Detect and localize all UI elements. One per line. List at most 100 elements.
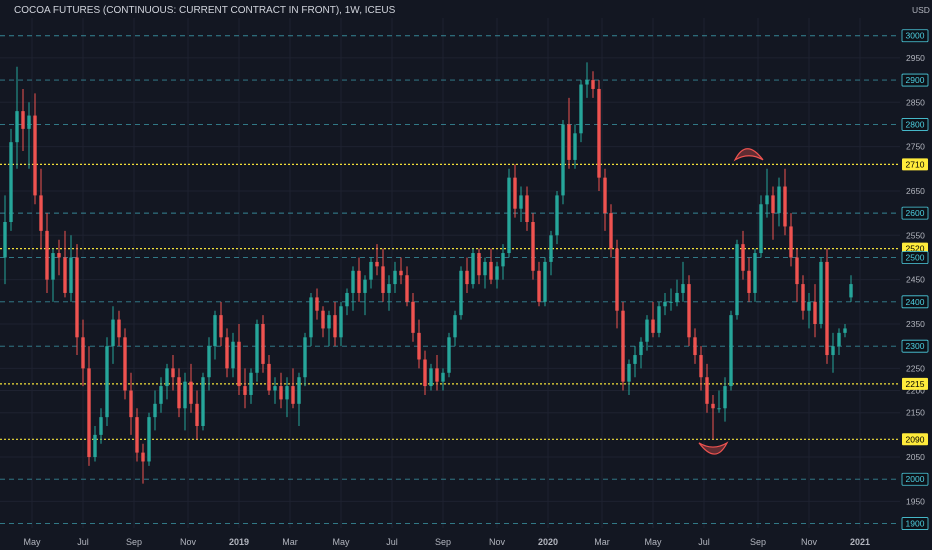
level-badge-2900[interactable]: 2900 <box>901 73 929 87</box>
candle[interactable] <box>285 377 289 418</box>
candle[interactable] <box>9 128 13 231</box>
candle[interactable] <box>339 301 343 347</box>
candle[interactable] <box>435 355 439 391</box>
level-badge-2600[interactable]: 2600 <box>901 206 929 220</box>
annotation-arc-top[interactable] <box>733 148 764 162</box>
candle[interactable] <box>219 301 223 347</box>
candle[interactable] <box>681 261 685 302</box>
candle[interactable] <box>669 288 673 311</box>
candle[interactable] <box>111 306 115 364</box>
candle[interactable] <box>765 168 769 218</box>
candle[interactable] <box>795 248 799 302</box>
candle[interactable] <box>411 292 415 342</box>
candle[interactable] <box>207 337 211 391</box>
candle[interactable] <box>597 80 601 191</box>
candle[interactable] <box>69 235 73 302</box>
candle[interactable] <box>363 275 367 316</box>
candle[interactable] <box>333 301 337 347</box>
candle[interactable] <box>429 363 433 391</box>
candle[interactable] <box>21 88 25 152</box>
candle[interactable] <box>63 230 67 298</box>
candle[interactable] <box>273 377 277 404</box>
candle[interactable] <box>261 315 265 373</box>
candle[interactable] <box>759 195 763 258</box>
candle[interactable] <box>297 372 301 426</box>
candle[interactable] <box>489 248 493 285</box>
candle[interactable] <box>303 332 307 387</box>
candle[interactable] <box>465 257 469 293</box>
candle[interactable] <box>255 319 259 382</box>
candle[interactable] <box>519 186 523 222</box>
candle[interactable] <box>585 62 589 98</box>
candle[interactable] <box>813 284 817 338</box>
candle[interactable] <box>87 346 91 466</box>
candle[interactable] <box>447 332 451 378</box>
candle[interactable] <box>225 328 229 378</box>
candle[interactable] <box>549 230 553 276</box>
candle[interactable] <box>267 355 271 395</box>
candle[interactable] <box>399 257 403 285</box>
annotation-arc-bottom[interactable] <box>698 441 729 455</box>
candle[interactable] <box>201 372 205 431</box>
candle[interactable] <box>627 359 631 395</box>
candle[interactable] <box>723 377 727 422</box>
candle[interactable] <box>567 97 571 169</box>
candle[interactable] <box>657 301 661 338</box>
candle[interactable] <box>189 363 193 413</box>
candle[interactable] <box>717 390 721 413</box>
candle[interactable] <box>291 368 295 409</box>
candle[interactable] <box>801 275 805 320</box>
candle[interactable] <box>153 390 157 431</box>
candle[interactable] <box>837 328 841 356</box>
candle[interactable] <box>789 213 793 267</box>
candle[interactable] <box>501 244 505 280</box>
candle[interactable] <box>195 390 199 440</box>
candle[interactable] <box>705 363 709 413</box>
candle[interactable] <box>843 324 847 338</box>
candle[interactable] <box>741 230 745 280</box>
candle[interactable] <box>375 244 379 276</box>
candle[interactable] <box>591 71 595 98</box>
candle[interactable] <box>381 248 385 302</box>
candle[interactable] <box>531 213 535 280</box>
candle[interactable] <box>849 275 853 302</box>
candle[interactable] <box>33 93 37 205</box>
candle[interactable] <box>117 310 121 347</box>
candle[interactable] <box>357 257 361 302</box>
candle[interactable] <box>327 310 331 347</box>
candle[interactable] <box>699 346 703 391</box>
candle[interactable] <box>45 213 49 293</box>
level-badge-2000[interactable]: 2000 <box>901 472 929 486</box>
candle[interactable] <box>633 346 637 378</box>
y-axis[interactable]: 1950 2050 2150 2200 2250 2350 2450 2550 2650 2750… <box>901 29 929 530</box>
candle[interactable] <box>243 368 247 409</box>
candle[interactable] <box>459 266 463 320</box>
candle[interactable] <box>753 248 757 302</box>
candle[interactable] <box>639 337 643 369</box>
candle[interactable] <box>351 266 355 311</box>
candle[interactable] <box>159 377 163 413</box>
candle[interactable] <box>387 275 391 311</box>
candle[interactable] <box>135 408 139 462</box>
candle[interactable] <box>543 257 547 307</box>
candle[interactable] <box>783 168 787 236</box>
candle[interactable] <box>105 337 109 426</box>
candle[interactable] <box>525 186 529 231</box>
candle[interactable] <box>57 239 61 276</box>
candle[interactable] <box>675 279 679 307</box>
candle[interactable] <box>615 239 619 329</box>
candle[interactable] <box>171 355 175 391</box>
level-badge-2500[interactable]: 2500 <box>901 251 929 264</box>
candle[interactable] <box>453 310 457 347</box>
level-badge-2215[interactable]: 2215 <box>902 377 928 390</box>
candle[interactable] <box>729 310 733 391</box>
candle[interactable] <box>537 261 541 307</box>
candle[interactable] <box>555 190 559 245</box>
candle[interactable] <box>237 324 241 395</box>
candle[interactable] <box>687 275 691 347</box>
candle[interactable] <box>93 426 97 462</box>
candle[interactable] <box>15 66 19 169</box>
level-badge-2710[interactable]: 2710 <box>902 158 928 171</box>
